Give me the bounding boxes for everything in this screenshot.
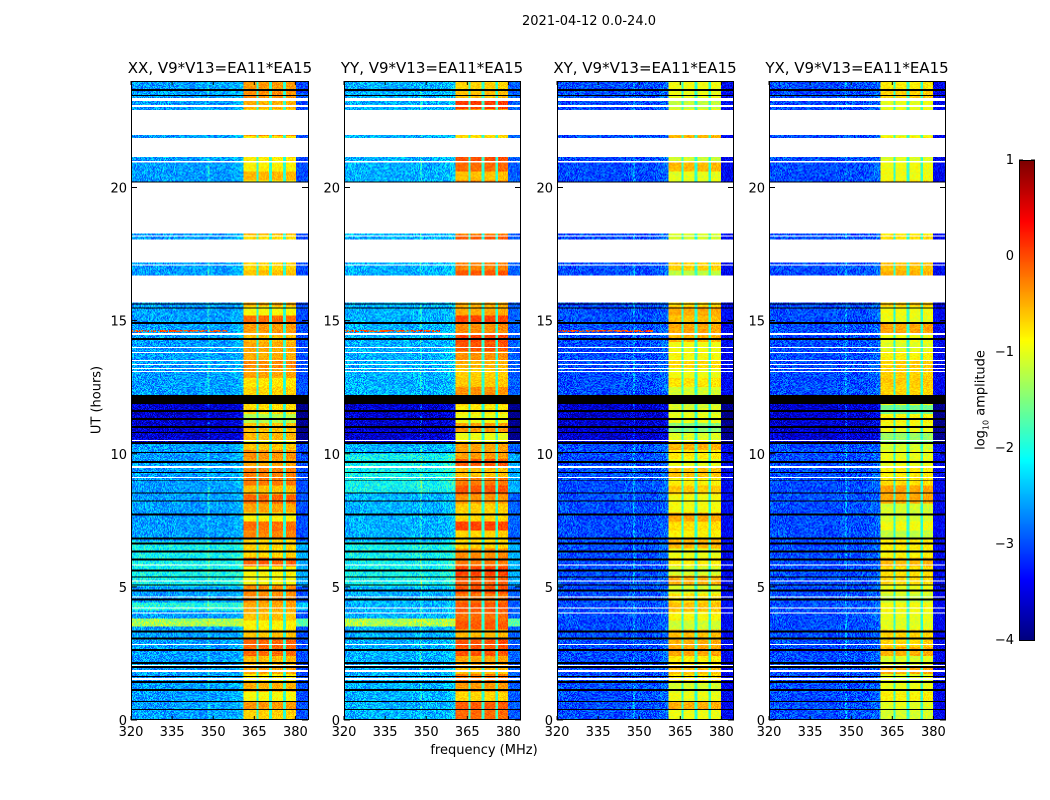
x-tick-label: 380 <box>283 725 308 740</box>
y-tick-label: 0 <box>119 714 127 729</box>
x-tick-label: 320 <box>332 725 357 740</box>
y-tick-label: 0 <box>545 714 553 729</box>
x-tick-label: 365 <box>668 725 693 740</box>
y-tick-label: 20 <box>323 182 340 197</box>
x-tick-label: 335 <box>373 725 398 740</box>
x-tick-label: 380 <box>496 725 521 740</box>
y-axis-label: UT (hours) <box>89 365 105 435</box>
colorbar-label-log: log <box>973 430 989 450</box>
y-tick-label: 0 <box>757 714 765 729</box>
y-tick-label: 5 <box>757 581 765 596</box>
colorbar-tick-label: −2 <box>995 441 1014 456</box>
x-tick-label: 350 <box>839 725 864 740</box>
colorbar-tick-label: −4 <box>995 633 1014 648</box>
colorbar-tick-label: 0 <box>1006 249 1014 264</box>
x-tick-label: 380 <box>921 725 946 740</box>
colorbar-label-rest: amplitude <box>973 350 989 420</box>
spectrogram-yy <box>344 81 521 720</box>
y-tick-label: 20 <box>748 182 765 197</box>
y-tick-label: 10 <box>536 448 553 463</box>
y-tick-label: 20 <box>536 182 553 197</box>
y-tick-label: 15 <box>323 315 340 330</box>
x-tick-label: 350 <box>627 725 652 740</box>
y-tick-label: 10 <box>323 448 340 463</box>
y-tick-label: 15 <box>536 315 553 330</box>
x-tick-label: 350 <box>414 725 439 740</box>
x-tick-label: 335 <box>160 725 185 740</box>
panel-title-yy: YY, V9*V13=EA11*EA15 <box>340 59 524 77</box>
panel-title-yx: YX, V9*V13=EA11*EA15 <box>765 59 949 77</box>
y-tick-label: 10 <box>748 448 765 463</box>
x-tick-label: 320 <box>545 725 570 740</box>
y-tick-label: 15 <box>110 315 127 330</box>
x-tick-label: 320 <box>119 725 144 740</box>
colorbar-label-sub: 10 <box>981 419 991 431</box>
x-tick-label: 365 <box>880 725 905 740</box>
x-axis-label: frequency (MHz) <box>430 743 538 758</box>
spectrogram-yx <box>769 81 946 720</box>
x-tick-label: 335 <box>798 725 823 740</box>
colorbar-tick-label: −1 <box>995 345 1014 360</box>
x-tick-label: 320 <box>757 725 782 740</box>
x-tick-label: 335 <box>586 725 611 740</box>
figure-title: 2021-04-12 0.0-24.0 <box>522 14 656 29</box>
panel-title-xx: XX, V9*V13=EA11*EA15 <box>127 59 313 77</box>
y-tick-label: 15 <box>748 315 765 330</box>
colorbar-label: log10 amplitude <box>974 350 991 450</box>
y-tick-label: 5 <box>119 581 127 596</box>
spectrogram-xy <box>557 81 734 720</box>
x-tick-label: 365 <box>455 725 480 740</box>
x-tick-label: 365 <box>242 725 267 740</box>
y-tick-label: 0 <box>332 714 340 729</box>
y-tick-label: 5 <box>545 581 553 596</box>
spectrogram-xx <box>131 81 309 720</box>
panel-title-xy: XY, V9*V13=EA11*EA15 <box>553 59 737 77</box>
x-tick-label: 350 <box>201 725 226 740</box>
y-tick-label: 5 <box>332 581 340 596</box>
y-tick-label: 20 <box>110 182 127 197</box>
colorbar-tick-label: −3 <box>995 537 1014 552</box>
x-tick-label: 380 <box>709 725 734 740</box>
colorbar <box>1019 160 1035 641</box>
colorbar-tick-label: 1 <box>1006 153 1014 168</box>
y-tick-label: 10 <box>110 448 127 463</box>
